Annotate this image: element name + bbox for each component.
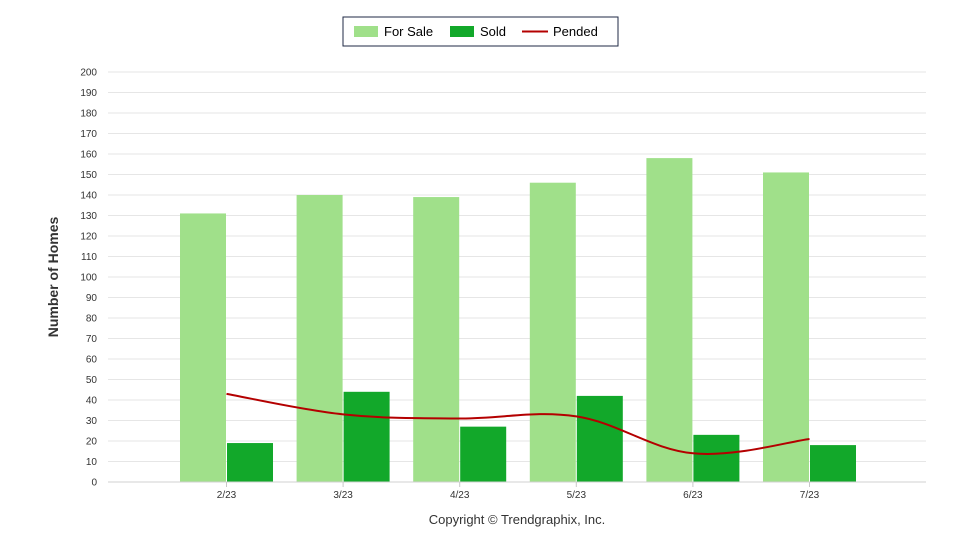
y-axis-label: Number of Homes xyxy=(45,217,61,338)
x-tick-label: 4/23 xyxy=(450,490,470,501)
y-tick-label: 130 xyxy=(80,211,97,222)
y-tick-label: 30 xyxy=(86,416,98,427)
y-tick-label: 110 xyxy=(81,252,97,263)
y-tick-label: 40 xyxy=(86,396,98,407)
y-tick-label: 190 xyxy=(80,88,97,99)
x-axis-ticks: 2/23 3/23 4/23 5/23 6/23 7/23 xyxy=(217,482,820,501)
y-tick-label: 200 xyxy=(80,68,97,79)
legend: For Sale Sold Pended xyxy=(342,16,619,47)
y-tick-label: 90 xyxy=(86,293,98,304)
for-sale-bar xyxy=(646,158,693,482)
legend-swatch-sold xyxy=(450,26,474,37)
legend-label-pended: Pended xyxy=(553,24,598,39)
legend-box xyxy=(342,16,619,47)
y-tick-label: 0 xyxy=(91,478,97,489)
y-tick-label: 50 xyxy=(86,375,98,386)
y-tick-label: 170 xyxy=(80,129,97,140)
y-tick-label: 120 xyxy=(80,232,97,243)
y-tick-label: 80 xyxy=(86,314,98,325)
sold-bar xyxy=(576,395,623,482)
x-tick-label: 2/23 xyxy=(217,490,237,501)
pended-line xyxy=(226,392,810,455)
y-tick-label: 100 xyxy=(80,273,97,284)
bars xyxy=(180,158,856,483)
sold-bar xyxy=(460,426,507,482)
y-axis-ticks: 0 10 20 30 40 50 60 70 80 90 100 110 120 130 140 150 160… xyxy=(80,68,97,489)
for-sale-bar xyxy=(180,213,226,482)
for-sale-bar xyxy=(763,172,809,482)
x-tick-label: 3/23 xyxy=(333,490,353,501)
x-tick-label: 5/23 xyxy=(567,490,587,501)
y-tick-label: 140 xyxy=(80,191,97,202)
sold-bar xyxy=(693,434,740,482)
y-tick-label: 10 xyxy=(86,457,98,468)
y-tick-label: 60 xyxy=(86,355,98,366)
pended-line-layer xyxy=(226,392,810,455)
legend-swatch-for-sale xyxy=(354,26,378,37)
for-sale-bar xyxy=(529,182,576,482)
sold-bar xyxy=(343,391,390,482)
y-tick-label: 20 xyxy=(86,437,98,448)
y-tick-label: 70 xyxy=(86,334,98,345)
for-sale-bar xyxy=(296,195,343,482)
legend-label-for-sale: For Sale xyxy=(384,24,433,39)
y-tick-label: 150 xyxy=(80,170,97,181)
for-sale-bar xyxy=(413,197,460,483)
x-tick-label: 7/23 xyxy=(800,490,820,501)
legend-label-sold: Sold xyxy=(480,24,506,39)
sold-bar xyxy=(227,443,273,482)
sold-bar xyxy=(810,445,856,482)
y-tick-label: 180 xyxy=(80,109,97,120)
copyright: Copyright © Trendgraphix, Inc. xyxy=(429,512,606,527)
y-tick-label: 160 xyxy=(80,150,97,161)
x-tick-label: 6/23 xyxy=(683,490,703,501)
